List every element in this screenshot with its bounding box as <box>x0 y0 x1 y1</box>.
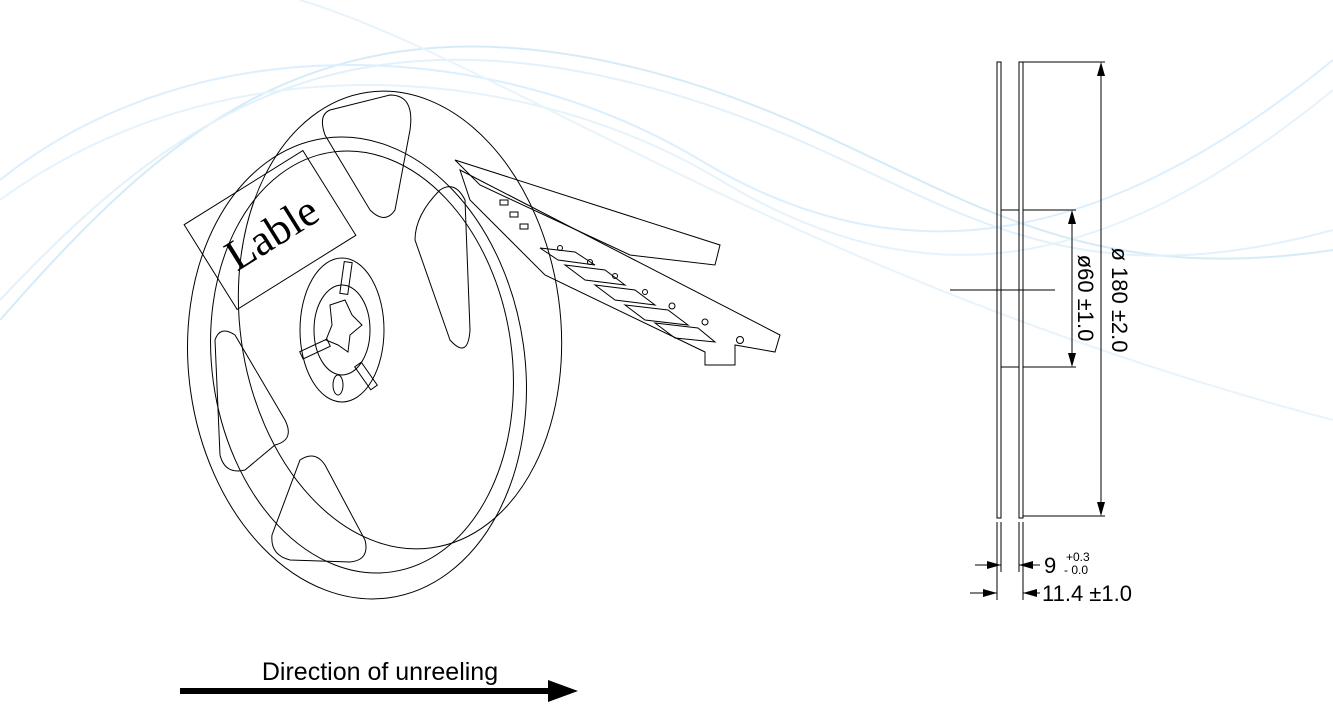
hub-inner <box>313 284 371 376</box>
window <box>214 330 289 472</box>
line-art <box>519 223 529 230</box>
window <box>271 455 367 563</box>
line-art <box>653 322 717 343</box>
line-art <box>557 245 563 251</box>
line-art <box>563 264 627 286</box>
outer-width: 11.4 ±1.0 <box>1042 581 1132 606</box>
line-art <box>0 59 1333 233</box>
line-art <box>0 45 1333 321</box>
background-waves <box>0 0 1333 421</box>
direction-label: Direction of unreeling <box>262 658 498 686</box>
line-art <box>587 259 593 265</box>
reel-back-flange <box>237 90 563 550</box>
line-art <box>183 149 357 311</box>
outer-diameter: ø 180 ±2.0 <box>1107 247 1132 352</box>
reel-label: Lable <box>216 186 327 281</box>
direction-arrow: Direction of unreeling <box>180 658 578 702</box>
label-box: Lable <box>183 149 357 311</box>
line-art <box>593 284 657 306</box>
side-view: ø 180 ±2.0 ø60 ±1.0 9 +0.3 - 0.0 11.4 ±1… <box>950 61 1132 606</box>
line-art <box>612 273 618 279</box>
inner-width: 9 <box>1044 553 1056 578</box>
reel: Lable <box>183 90 563 600</box>
hub-diameter: ø60 ±1.0 <box>1073 255 1098 342</box>
hub-key <box>325 299 363 353</box>
window <box>414 186 471 349</box>
line-art <box>0 58 1333 301</box>
line-art <box>539 247 596 266</box>
pockets <box>499 199 744 344</box>
line-art <box>509 211 519 218</box>
line-art <box>299 0 1333 421</box>
line-art <box>499 199 509 206</box>
hub-tab <box>353 361 379 391</box>
window <box>321 94 412 218</box>
hub-tab <box>299 338 331 360</box>
line-art <box>548 680 578 702</box>
line-art <box>454 159 721 266</box>
line-art <box>736 336 744 344</box>
reel-front-flange <box>187 136 527 600</box>
line-art <box>459 168 781 366</box>
line-art <box>623 304 690 326</box>
line-art <box>0 84 1333 256</box>
hub <box>299 257 385 403</box>
line-art <box>987 561 1033 569</box>
hub-hole <box>332 374 344 396</box>
carrier-tape <box>454 159 781 366</box>
line-art <box>180 688 550 694</box>
line-art <box>701 318 709 326</box>
line-art <box>642 289 648 295</box>
line-art <box>668 302 676 310</box>
inner-width-tol-minus: - 0.0 <box>1064 563 1088 577</box>
hub-tab <box>339 261 353 295</box>
line-art <box>983 589 1037 597</box>
reel-rim <box>210 150 514 574</box>
inner-width-tol-plus: +0.3 <box>1066 550 1090 564</box>
